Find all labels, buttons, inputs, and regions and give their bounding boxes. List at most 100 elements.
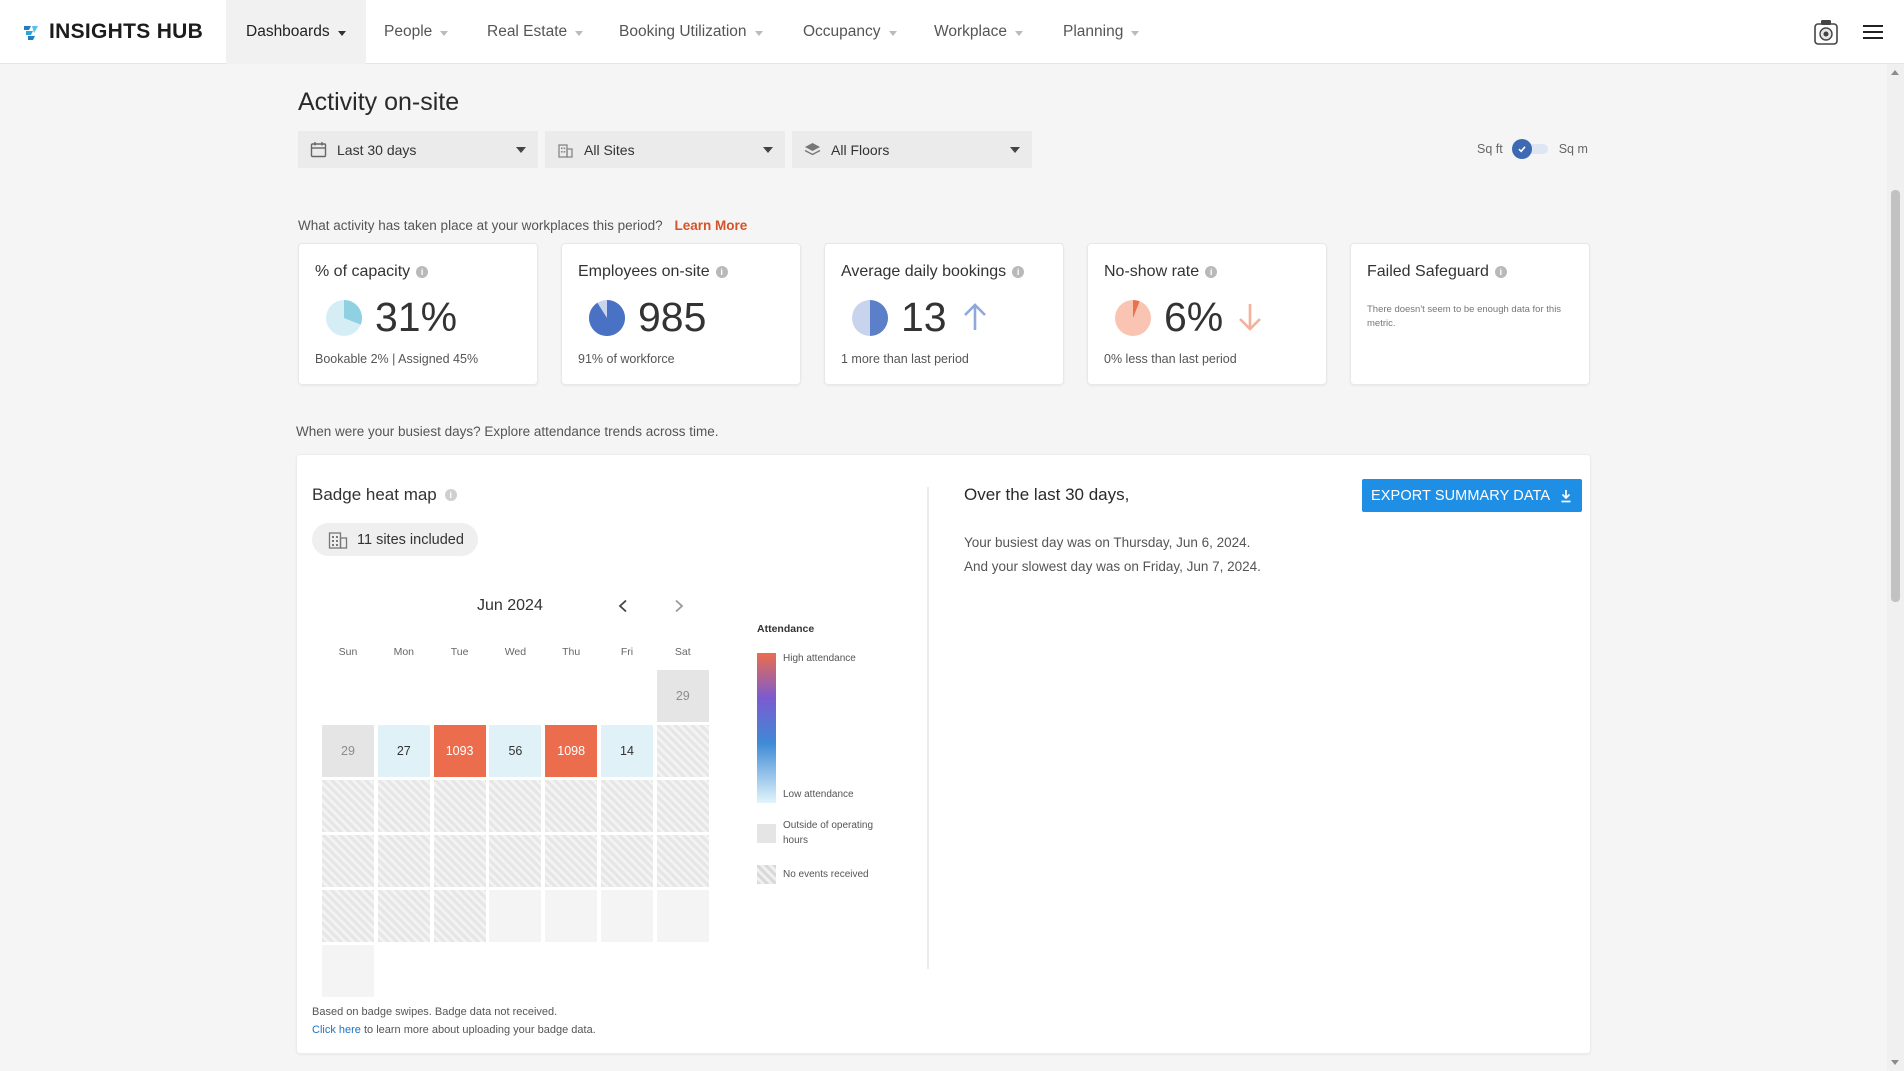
download-icon — [1561, 489, 1571, 502]
pie-slice — [870, 300, 888, 336]
chevron-left-icon[interactable] — [617, 599, 629, 613]
nav-dashboards[interactable]: Dashboards — [226, 0, 366, 64]
floors-filter-dropdown[interactable]: All Floors — [792, 131, 1032, 168]
metric-title-text: Employees on-site — [578, 263, 710, 280]
heat-map-day-cell[interactable]: 29 — [656, 670, 709, 722]
weekday-label: Wed — [504, 646, 527, 658]
info-icon[interactable]: i — [1494, 266, 1507, 278]
weekday-label: Mon — [393, 646, 415, 658]
pie-slice — [1133, 300, 1140, 318]
metric-subtext: 0% less than last period — [1104, 352, 1237, 366]
heat-map-day-cell[interactable]: 29 — [322, 725, 374, 777]
export-summary-data-button[interactable]: EXPORT SUMMARY DATA — [1362, 479, 1583, 512]
nav-workplace-label: Workplace — [934, 23, 1007, 40]
sites-filter-dropdown[interactable]: All Sites — [545, 131, 785, 168]
metric-value: 6% — [1164, 294, 1224, 340]
chevron-down-icon — [1010, 146, 1020, 153]
heat-map-day-cell — [489, 780, 542, 832]
heat-map-day-cell — [545, 890, 598, 942]
metric-card-average-daily-bookings: Average daily bookings i 13 1 more than … — [824, 243, 1064, 385]
panel-divider — [927, 487, 929, 969]
sites-included-chip[interactable]: 11 sites included — [312, 523, 478, 556]
heat-map-day-cell — [601, 835, 653, 887]
metric-card-capacity: % of capacity i 31% Bookable 2% | Assign… — [298, 243, 538, 385]
legend-title: Attendance — [757, 623, 815, 635]
metric-value: 31% — [375, 294, 458, 340]
heat-map-day-cell — [601, 890, 653, 942]
heat-map-title-text: Badge heat map — [312, 485, 437, 504]
calendar-icon — [310, 142, 327, 158]
heat-map-day-cell — [545, 835, 598, 887]
nav-people[interactable]: People — [364, 0, 468, 64]
metric-value: 13 — [901, 294, 947, 340]
pie-slice — [344, 300, 363, 325]
period-filter-value: Last 30 days — [337, 141, 417, 158]
nav-people-label: People — [384, 23, 433, 40]
scroll-up-arrow-icon[interactable] — [1891, 70, 1899, 75]
nav-real-estate-label: Real Estate — [487, 23, 568, 40]
nav-occupancy-label: Occupancy — [803, 23, 881, 40]
info-icon[interactable]: i — [444, 489, 457, 501]
nav-workplace[interactable]: Workplace — [914, 0, 1043, 64]
metric-title-text: No-show rate — [1104, 263, 1200, 280]
info-icon[interactable]: i — [416, 266, 429, 278]
learn-more-link[interactable]: Learn More — [674, 218, 748, 233]
heat-map-day-cell — [322, 945, 374, 997]
metric-subtext: 1 more than last period — [841, 352, 969, 366]
unit-toggle: Sq ft Sq m — [1477, 139, 1588, 159]
pie-slice — [589, 300, 626, 336]
metric-title: % of capacity i — [315, 263, 429, 281]
layers-icon — [804, 143, 821, 156]
metric-title-text: Failed Safeguard — [1367, 263, 1489, 280]
building-icon — [558, 144, 573, 158]
weekday-label: Thu — [562, 646, 581, 658]
heat-map-day-cell — [377, 890, 430, 942]
app-logo[interactable]: INSIGHTS HUB — [22, 20, 203, 44]
badge-footnote: Based on badge swipes. Badge data not re… — [312, 1006, 558, 1018]
heat-map-day-cell[interactable]: 14 — [601, 725, 653, 777]
nav-planning-label: Planning — [1063, 23, 1124, 40]
nav-booking-utilization-label: Booking Utilization — [619, 23, 747, 40]
info-icon[interactable]: i — [1012, 266, 1025, 278]
nav-occupancy[interactable]: Occupancy — [783, 0, 917, 64]
heat-map-day-cell[interactable]: 56 — [489, 725, 542, 777]
chevron-down-icon — [575, 30, 584, 36]
pie-chart-icon — [326, 300, 363, 336]
heat-map-day-cell[interactable]: 1098 — [545, 725, 598, 777]
unit-switch[interactable] — [1511, 139, 1550, 159]
scrollbar-thumb[interactable] — [1891, 190, 1900, 602]
metric-title-text: % of capacity — [315, 263, 411, 280]
heat-map-day-cell — [489, 890, 542, 942]
heat-map-day-cell — [322, 835, 374, 887]
heat-map-day-cell — [377, 835, 430, 887]
heat-map-day-cell — [489, 835, 542, 887]
legend-outside-label: Outside of operating hours — [783, 820, 874, 846]
legend-no-events-label: No events received — [783, 869, 869, 880]
top-navigation-bar: INSIGHTS HUB Dashboards People Real Esta… — [0, 0, 1904, 64]
heat-map-day-cell[interactable]: 1093 — [433, 725, 486, 777]
page-scrollbar[interactable] — [1887, 64, 1904, 1071]
no-data-message: There doesn't seem to be enough data for… — [1367, 304, 1562, 329]
scroll-down-arrow-icon[interactable] — [1891, 1060, 1899, 1065]
metric-card-employees-on-site: Employees on-site i 985 91% of workforce — [561, 243, 801, 385]
user-avatar-button[interactable] — [1810, 16, 1842, 48]
hamburger-menu-button[interactable] — [1857, 16, 1889, 48]
legend-no-events-swatch — [757, 865, 776, 884]
click-here-link[interactable]: Click here — [312, 1024, 361, 1036]
attendance-gradient-bar — [757, 653, 776, 803]
nav-planning[interactable]: Planning — [1043, 0, 1159, 64]
nav-real-estate[interactable]: Real Estate — [467, 0, 603, 64]
nav-booking-utilization[interactable]: Booking Utilization — [599, 0, 783, 64]
metric-card-failed-safeguard: Failed Safeguard i There doesn't seem to… — [1350, 243, 1590, 385]
metric-title-text: Average daily bookings — [841, 263, 1007, 280]
info-icon[interactable]: i — [1205, 266, 1218, 278]
heat-map-day-cell — [322, 780, 374, 832]
chevron-right-icon[interactable] — [673, 599, 685, 613]
heat-map-day-cell[interactable]: 27 — [377, 725, 430, 777]
metric-card-no-show-rate: No-show rate i 6% 0% less than last peri… — [1087, 243, 1327, 385]
period-filter-dropdown[interactable]: Last 30 days — [298, 131, 538, 168]
info-icon[interactable]: i — [715, 266, 728, 278]
heat-map-day-cell — [601, 780, 653, 832]
pie-chart-icon — [1115, 300, 1151, 336]
menu-icon — [1863, 25, 1883, 39]
